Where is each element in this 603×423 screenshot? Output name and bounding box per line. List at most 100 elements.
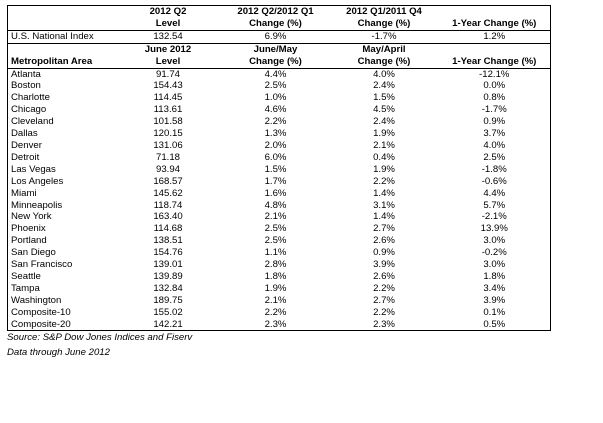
metro-name: Miami — [7, 187, 115, 200]
metro-mom-change: 1.8% — [264, 270, 287, 282]
metro-header-yoy-line2: 1-Year Change (%) — [438, 55, 551, 69]
metro-row: Denver 131.06 2.0% 2.1% 4.0% — [7, 139, 551, 152]
metro-mom-change: 2.2% — [264, 306, 287, 318]
metro-level: 114.68 — [153, 223, 183, 235]
metro-name: Las Vegas — [7, 163, 115, 176]
metro-mom-change: 1.0% — [264, 92, 287, 104]
metro-header-blank — [7, 43, 115, 56]
metro-prev-change: 1.5% — [373, 92, 395, 104]
metro-prev-change: 2.2% — [373, 175, 395, 187]
metro-mom-change: 2.5% — [264, 223, 287, 235]
metro-name: Atlanta — [7, 68, 115, 81]
metro-mom-change: 2.1% — [264, 211, 287, 223]
metro-yoy-change: 0.1% — [438, 306, 551, 319]
metro-prev-change: 2.6% — [373, 270, 395, 282]
metro-prev-change: 1.4% — [373, 187, 395, 199]
national-index-name: U.S. National Index — [7, 30, 115, 44]
metro-row: New York 163.40 2.1% 1.4% -2.1% — [7, 211, 551, 224]
metro-mom-change: 4.6% — [264, 104, 287, 116]
national-header-blank-2 — [7, 17, 115, 31]
metro-mom-change: 1.9% — [264, 282, 287, 294]
metro-row: Composite-20 142.21 2.3% 2.3% 0.5% — [7, 318, 551, 331]
metro-prev-change: 1.9% — [373, 163, 395, 175]
national-header-level-line1: 2012 Q2 — [149, 6, 187, 17]
metro-level: 138.51 — [153, 235, 183, 247]
metro-yoy-change: 13.9% — [438, 223, 551, 236]
metro-prev-change: 4.5% — [373, 104, 395, 116]
index-table-frame: 2012 Q2 2012 Q2/2012 Q1 2012 Q1/2011 Q4 … — [7, 5, 551, 331]
metro-header-prev-line2: Change (%) — [357, 55, 411, 67]
metro-header-mom-line2: Change (%) — [249, 55, 302, 67]
metro-prev-change: 1.9% — [373, 128, 395, 140]
home-price-index-table: 2012 Q2 2012 Q2/2012 Q1 2012 Q1/2011 Q4 … — [7, 5, 551, 331]
metro-level: 142.21 — [153, 318, 183, 330]
national-index-row: U.S. National Index 132.54 6.9% -1.7% 1.… — [7, 30, 551, 44]
metro-name: Detroit — [7, 151, 115, 164]
metro-yoy-change: 3.0% — [438, 259, 551, 271]
metro-mom-change: 1.1% — [264, 247, 287, 259]
metro-name: Minneapolis — [7, 199, 115, 212]
metro-name: San Diego — [7, 247, 115, 260]
metro-name: San Francisco — [7, 259, 115, 271]
national-header-yoy-line1 — [438, 5, 551, 18]
metro-prev-change: 2.2% — [373, 306, 395, 318]
metro-row: Los Angeles 168.57 1.7% 2.2% -0.6% — [7, 175, 551, 188]
metro-yoy-change: -2.1% — [438, 211, 551, 224]
metro-row: Minneapolis 118.74 4.8% 3.1% 5.7% — [7, 199, 551, 212]
metro-header-level-line2: Level — [155, 55, 181, 67]
metro-level: 91.74 — [155, 68, 180, 80]
metro-level: 131.06 — [153, 139, 183, 151]
metro-yoy-change: -0.6% — [438, 175, 551, 188]
national-header-prev-line1: 2012 Q1/2011 Q4 — [346, 6, 422, 17]
metro-row: Composite-10 155.02 2.2% 2.2% 0.1% — [7, 306, 551, 319]
national-header-blank — [7, 5, 115, 18]
national-header-row-2: Level Change (%) Change (%) 1-Year Chang… — [7, 17, 551, 31]
metro-mom-change: 2.8% — [264, 259, 287, 271]
metro-name: Los Angeles — [7, 175, 115, 188]
metro-prev-change: 2.2% — [373, 282, 395, 294]
source-note: Source: S&P Dow Jones Indices and Fiserv — [7, 332, 193, 343]
metro-row: Las Vegas 93.94 1.5% 1.9% -1.8% — [7, 163, 551, 176]
metro-name: Composite-20 — [7, 318, 115, 331]
metro-mom-change: 4.4% — [264, 68, 287, 80]
metro-row: Seattle 139.89 1.8% 2.6% 1.8% — [7, 270, 551, 283]
metro-mom-change: 1.3% — [264, 128, 287, 140]
metro-header-prev-line1: May/April — [362, 43, 406, 55]
metro-yoy-change: 4.4% — [438, 187, 551, 200]
metro-row: Miami 145.62 1.6% 1.4% 4.4% — [7, 187, 551, 200]
metro-level: 71.18 — [155, 151, 180, 163]
metro-yoy-change: 0.9% — [438, 116, 551, 129]
metro-mom-change: 2.5% — [264, 235, 287, 247]
metro-mom-change: 2.1% — [264, 294, 287, 306]
metro-row: Chicago 113.61 4.6% 4.5% -1.7% — [7, 104, 551, 117]
metro-prev-change: 2.4% — [373, 116, 395, 128]
metro-header-row-2: Metropolitan Area Level Change (%) Chang… — [7, 55, 551, 69]
metro-header-yoy-line1 — [438, 43, 551, 56]
metro-mom-change: 1.7% — [264, 175, 287, 187]
metro-name: Charlotte — [7, 92, 115, 105]
metro-prev-change: 2.6% — [373, 235, 395, 247]
metro-mom-change: 1.6% — [264, 187, 287, 199]
metro-name: Portland — [7, 235, 115, 248]
metro-level: 139.89 — [153, 270, 183, 282]
metro-yoy-change: 2.5% — [438, 151, 551, 164]
metro-yoy-change: 1.8% — [438, 270, 551, 283]
metro-prev-change: 2.7% — [373, 294, 395, 306]
metro-level: 189.75 — [153, 294, 183, 306]
metro-mom-change: 2.0% — [264, 139, 287, 151]
metro-name: Composite-10 — [7, 306, 115, 319]
metro-name: Washington — [7, 294, 115, 307]
metro-header-row-1: June 2012 June/May May/April — [7, 43, 551, 56]
metro-level: 145.62 — [153, 187, 183, 199]
metro-yoy-change: 0.0% — [438, 80, 551, 93]
metro-prev-change: 2.1% — [373, 139, 395, 151]
national-header-qoq-line1: 2012 Q2/2012 Q1 — [237, 6, 314, 17]
metro-prev-change: 2.3% — [373, 318, 395, 330]
metro-mom-change: 1.5% — [264, 163, 287, 175]
metro-prev-change: 4.0% — [373, 68, 395, 80]
national-index-level: 132.54 — [153, 30, 183, 42]
metro-yoy-change: 3.7% — [438, 128, 551, 140]
metro-yoy-change: 4.0% — [438, 139, 551, 152]
metro-row: Boston 154.43 2.5% 2.4% 0.0% — [7, 80, 551, 93]
metro-name: Dallas — [7, 128, 115, 140]
